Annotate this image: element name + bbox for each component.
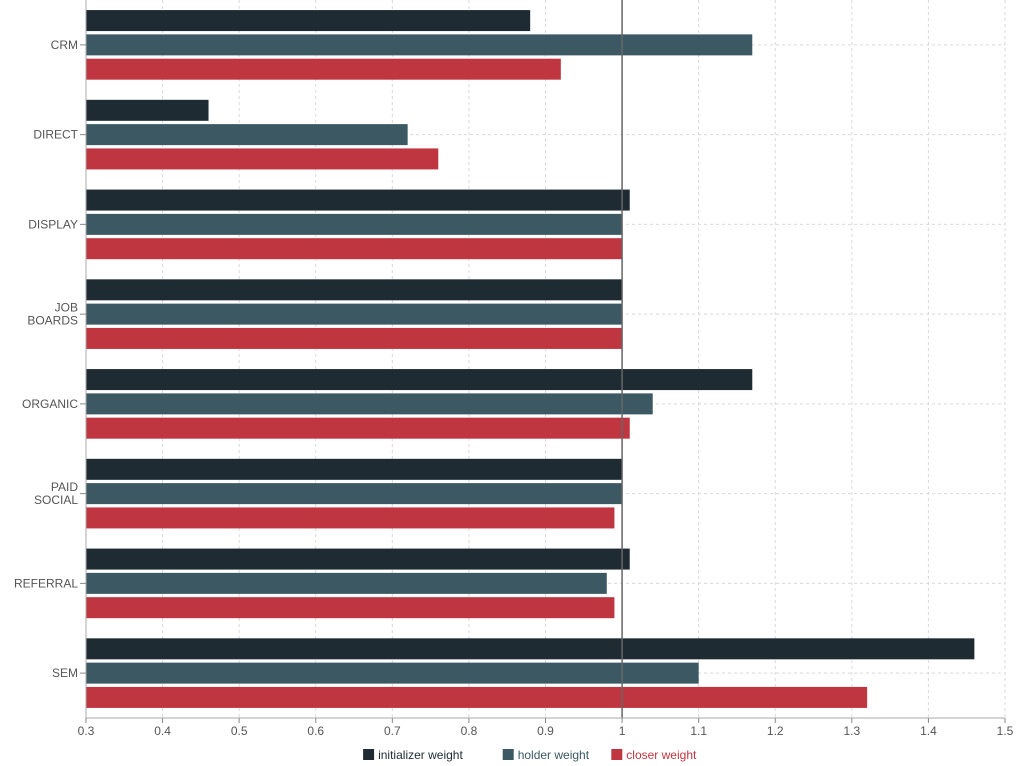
x-tick-label: 0.9 (537, 724, 554, 738)
bar-holder-weight-direct[interactable] (86, 124, 408, 146)
legend-label: holder weight (518, 748, 590, 762)
y-tick-label: PAID SOCIAL (34, 480, 78, 507)
y-tick-label: ORGANIC (22, 397, 78, 411)
x-tick-label: 1.1 (690, 724, 707, 738)
y-tick-label: CRM (51, 38, 78, 52)
bar-initializer-weight-direct[interactable] (86, 99, 209, 121)
x-tick-label: 0.4 (154, 724, 171, 738)
x-tick-label: 0.8 (461, 724, 478, 738)
y-tick-label: REFERRAL (14, 576, 78, 590)
x-tick-label: 1 (619, 724, 626, 738)
bar-holder-weight-display[interactable] (86, 213, 623, 235)
y-tick-label: SEM (52, 666, 78, 680)
bar-closer-weight-direct[interactable] (86, 148, 439, 170)
y-tick-label: DIRECT (33, 128, 78, 142)
legend-item-holder-weight[interactable]: holder weight (502, 748, 590, 762)
x-tick-label: 0.5 (231, 724, 248, 738)
bar-initializer-weight-crm[interactable] (86, 10, 531, 32)
bar-closer-weight-display[interactable] (86, 238, 623, 260)
bar-initializer-weight-display[interactable] (86, 189, 630, 211)
bar-holder-weight-paid-social[interactable] (86, 483, 623, 505)
y-tick-label: JOB BOARDS (27, 301, 78, 328)
legend-swatch (363, 749, 375, 760)
bar-initializer-weight-referral[interactable] (86, 548, 630, 570)
bar-initializer-weight-job-boards[interactable] (86, 279, 623, 301)
bar-holder-weight-crm[interactable] (86, 34, 753, 56)
bar-initializer-weight-sem[interactable] (86, 638, 975, 660)
bar-holder-weight-organic[interactable] (86, 393, 653, 415)
bar-closer-weight-referral[interactable] (86, 597, 615, 619)
legend-swatch (502, 749, 514, 760)
x-tick-label: 0.6 (307, 724, 324, 738)
bars-layer (86, 10, 975, 708)
x-tick-label: 1.4 (920, 724, 937, 738)
legend-item-closer-weight[interactable]: closer weight (611, 748, 697, 762)
bar-closer-weight-sem[interactable] (86, 686, 868, 708)
bar-holder-weight-referral[interactable] (86, 572, 607, 594)
x-tick-label: 0.3 (78, 724, 95, 738)
legend-label: initializer weight (378, 748, 463, 762)
legend: initializer weight holder weight closer we… (363, 748, 697, 762)
bar-closer-weight-paid-social[interactable] (86, 507, 615, 529)
x-tick-label: 1.5 (997, 724, 1014, 738)
legend-item-initializer-weight[interactable]: initializer weight (363, 748, 463, 762)
legend-swatch (611, 749, 623, 760)
x-tick-label: 1.3 (843, 724, 860, 738)
legend-label: closer weight (626, 748, 697, 762)
bar-closer-weight-job-boards[interactable] (86, 327, 623, 349)
bar-holder-weight-sem[interactable] (86, 662, 699, 684)
axis-layer: CRM DIRECT DISPLAY JOB BOARDS ORGANIC PAID SOCI… (14, 0, 1014, 738)
bar-holder-weight-job-boards[interactable] (86, 303, 623, 325)
x-tick-label: 1.2 (767, 724, 784, 738)
x-tick-label: 0.7 (384, 724, 401, 738)
bar-closer-weight-crm[interactable] (86, 58, 561, 80)
bar-initializer-weight-organic[interactable] (86, 369, 753, 391)
bar-initializer-weight-paid-social[interactable] (86, 458, 623, 480)
y-tick-label: DISPLAY (28, 217, 78, 231)
bar-closer-weight-organic[interactable] (86, 417, 630, 439)
